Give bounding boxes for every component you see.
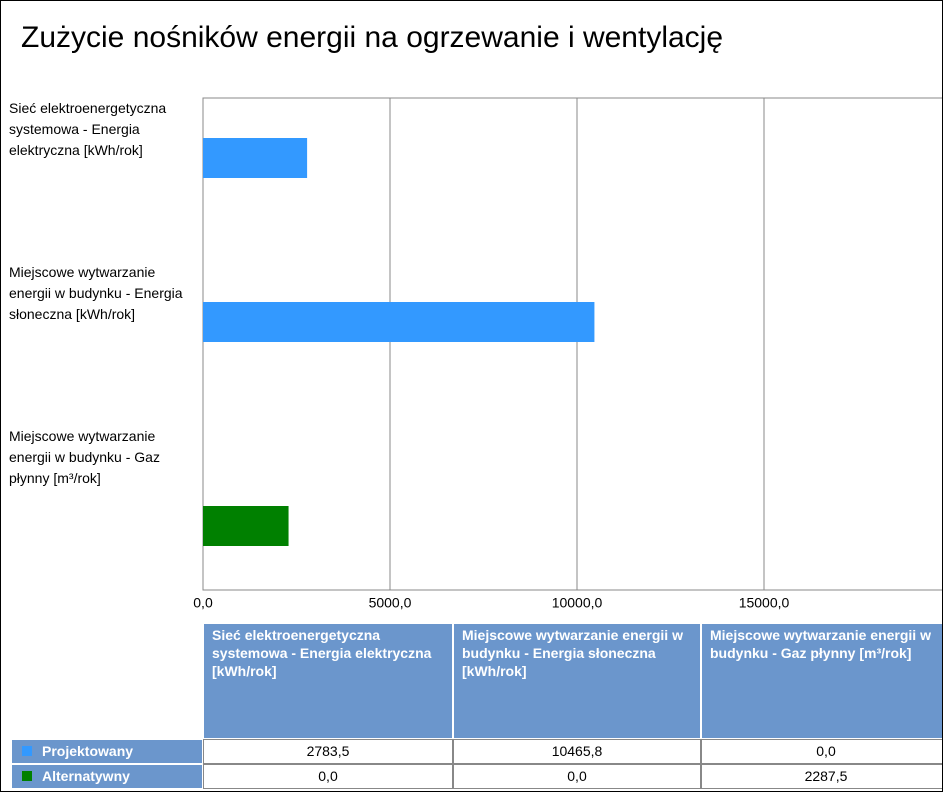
bar	[203, 506, 289, 546]
chart-title: Zużycie nośników energii na ogrzewanie i…	[21, 21, 724, 54]
x-tick-label: 15000,0	[739, 595, 790, 611]
table-header: Miejscowe wytwarzanie energii w budynku …	[701, 623, 942, 739]
table-value: 0,0	[453, 764, 701, 789]
legend-item: Projektowany	[11, 739, 203, 764]
legend-label: Alternatywny	[42, 768, 130, 784]
y-tick-label: Miejscowe wytwarzanie energii w budynku …	[9, 264, 183, 322]
table-value: 2287,5	[701, 764, 942, 789]
table-value: 10465,8	[453, 739, 701, 764]
table-value: 0,0	[203, 764, 453, 789]
table-header: Miejscowe wytwarzanie energii w budynku …	[453, 623, 701, 739]
table-value: 2783,5	[203, 739, 453, 764]
x-tick-label: 10000,0	[552, 595, 603, 611]
legend-item: Alternatywny	[11, 764, 203, 789]
bar	[203, 302, 595, 342]
bar	[203, 138, 308, 178]
y-tick-label: Miejscowe wytwarzanie energii w budynku …	[9, 428, 160, 486]
x-tick-label: 5000,0	[369, 595, 412, 611]
legend-swatch	[22, 771, 32, 781]
x-tick-label: 0,0	[193, 595, 213, 611]
legend-swatch	[22, 746, 32, 756]
y-tick-label: Sieć elektroenergetyczna systemowa - Ene…	[9, 100, 167, 158]
table-value: 0,0	[701, 739, 942, 764]
table-header: Sieć elektroenergetyczna systemowa - Ene…	[203, 623, 453, 739]
legend-label: Projektowany	[42, 743, 134, 759]
plot-area	[202, 97, 942, 591]
